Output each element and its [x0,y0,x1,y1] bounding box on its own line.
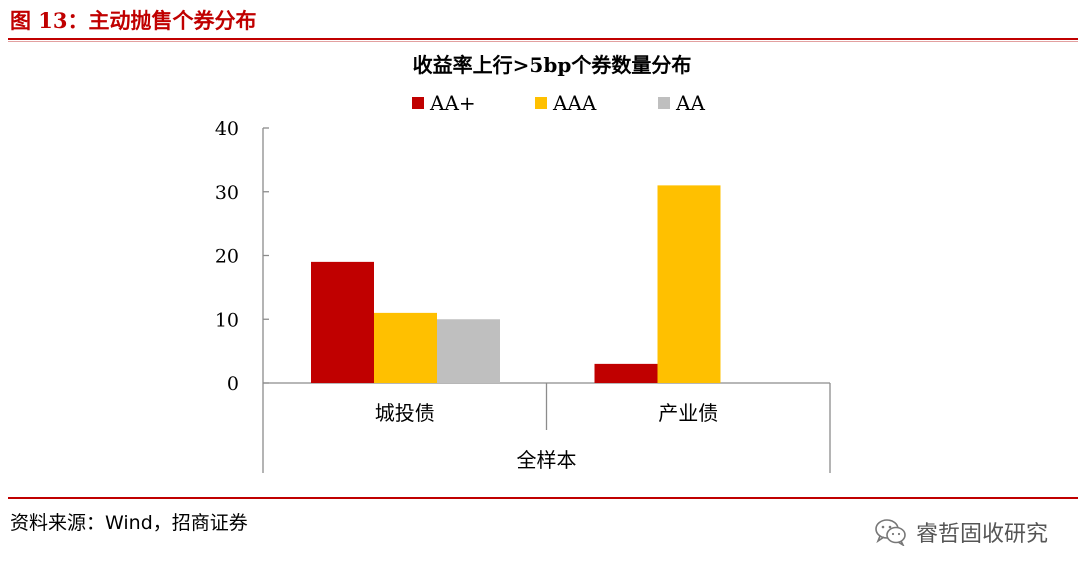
legend-label: AA+ [429,91,476,115]
legend-label: AAA [552,91,597,115]
title-rule [8,38,1078,40]
y-tick-label: 10 [215,309,239,331]
chart-axes: 0 10 20 30 40 [215,118,831,473]
y-tick-label: 30 [215,182,239,204]
x-group-label: 全样本 [517,448,577,472]
chart-bars [311,185,721,383]
legend-label: AA [675,91,705,115]
y-tick-label: 20 [215,246,239,268]
bar-AA+-0 [311,261,374,383]
watermark: 睿哲固收研究 [874,516,1048,548]
x-category-label: 城投债 [375,401,435,425]
legend-swatch-AA [658,97,670,109]
chart-legend: AA+ AAA AA [412,91,705,115]
y-tick-label: 0 [227,373,239,395]
figure-title: 图 13：主动抛售个券分布 [10,8,257,33]
bar-AA+-1 [594,363,658,383]
wechat-icon [875,519,906,546]
bar-AAA-0 [374,312,437,383]
source-note: 资料来源：Wind，招商证券 [10,512,248,534]
footer-rule [8,497,1078,499]
legend-swatch-AAA [535,97,547,109]
legend-swatch-AA+ [412,97,424,109]
x-category-label: 产业债 [658,401,718,425]
title-rule-thin [8,41,1078,42]
bar-AA-0 [437,319,500,383]
bar-AAA-1 [657,185,721,383]
y-tick-label: 40 [215,118,239,140]
watermark-text: 睿哲固收研究 [915,522,1048,547]
chart-title: 收益率上行>5bp个券数量分布 [413,53,692,77]
